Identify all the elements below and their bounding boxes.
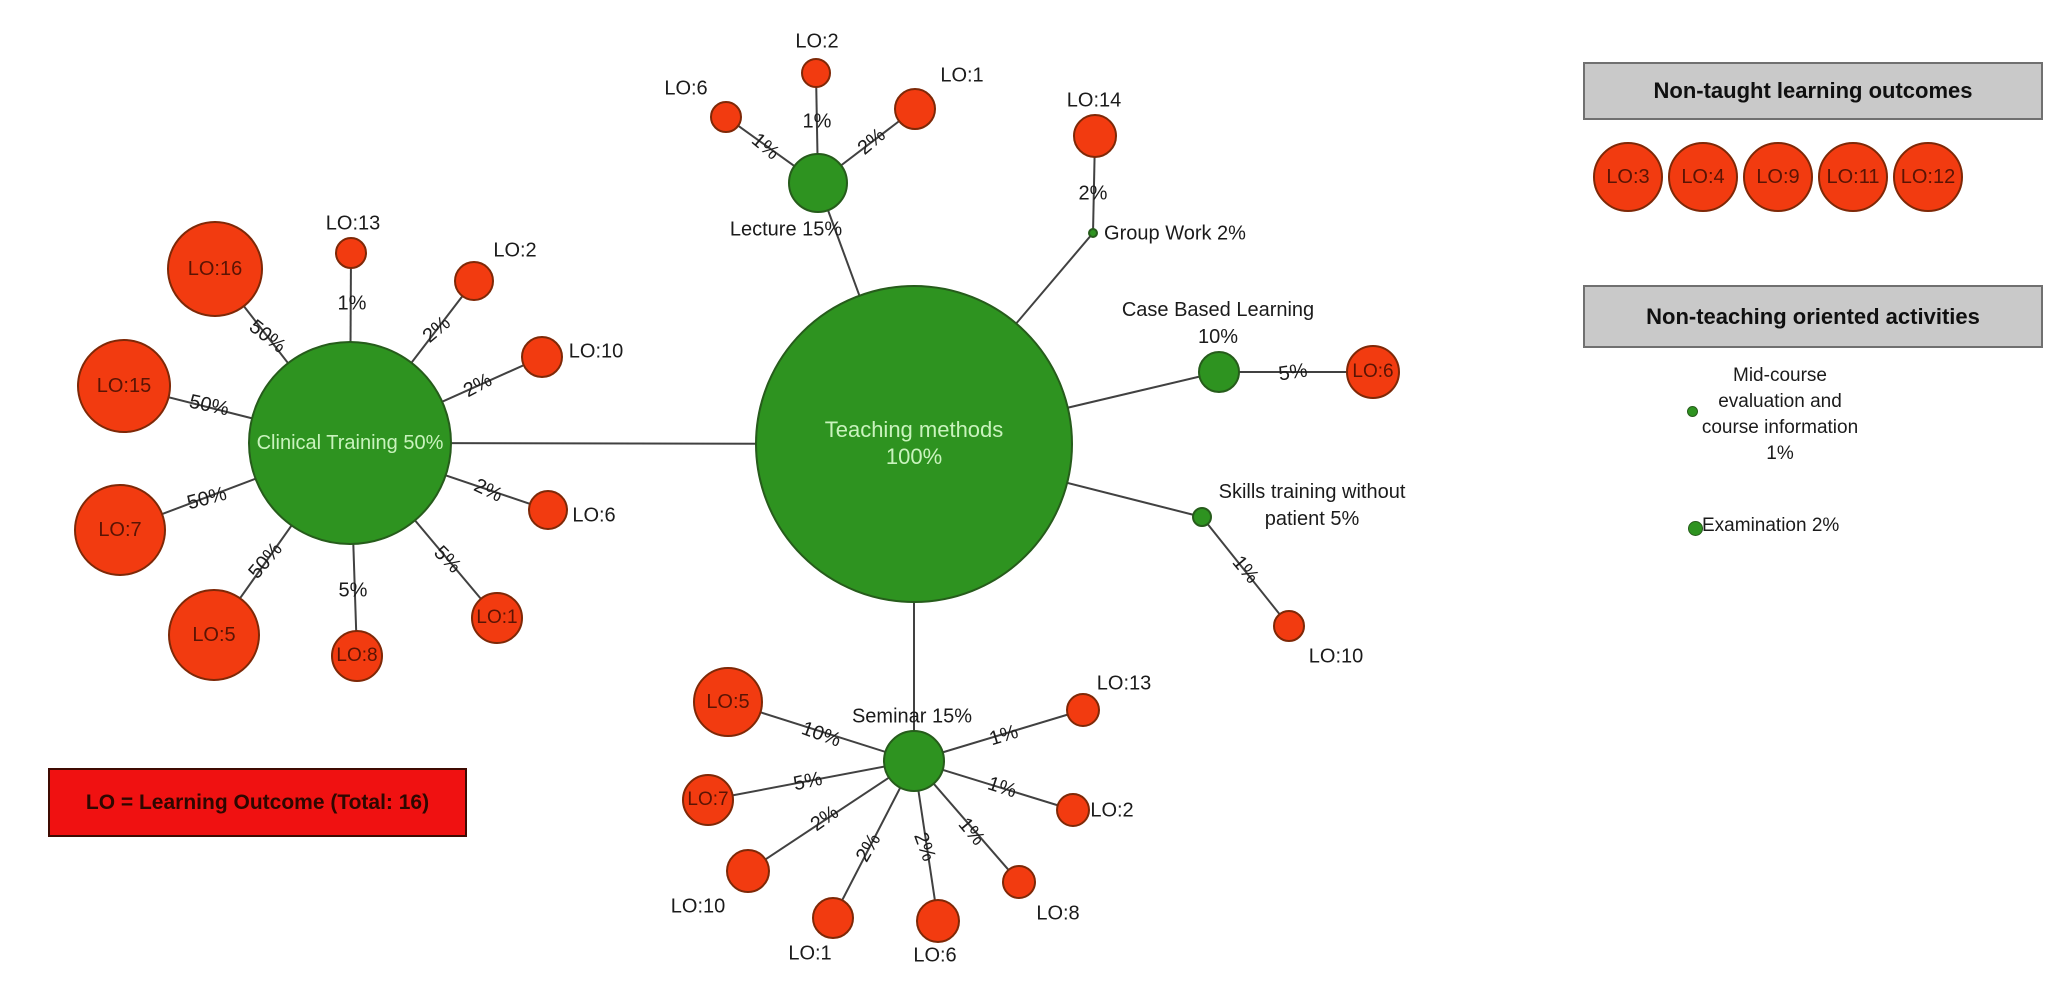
non-taught-outcome-label: LO:4 (1681, 165, 1725, 188)
node-label-lo7s: LO:7 (687, 789, 729, 810)
label-lo8s: LO:8 (1036, 902, 1080, 925)
node-cbl (1198, 351, 1240, 393)
non-taught-outcome-circle: LO:9 (1743, 142, 1813, 212)
label-lo1l: LO:1 (940, 64, 984, 87)
non-taught-legend-panel: Non-taught learning outcomes (1583, 62, 2043, 120)
node-lo15: LO:15 (77, 339, 171, 433)
edge-skills-lo10sk (1201, 516, 1290, 627)
non-taught-outcome-label: LO:9 (1756, 165, 1800, 188)
label-lo6l: LO:6 (664, 77, 708, 100)
node-label-teaching: Teaching methods 100% (824, 417, 1004, 469)
node-lo6cbl: LO:6 (1346, 345, 1400, 399)
non-taught-outcome-label: LO:12 (1900, 165, 1956, 188)
node-lo14 (1073, 114, 1117, 158)
node-lo10c (521, 336, 563, 378)
node-clinical: Clinical Training 50% (248, 341, 452, 545)
label-skills: Skills training without patient 5% (1218, 481, 1406, 530)
label-groupwork: Group Work 2% (1104, 222, 1246, 245)
node-lo1l (894, 88, 936, 130)
node-lo6l (710, 101, 742, 133)
label-lo2l: LO:2 (795, 30, 839, 53)
non-taught-outcome-circle: LO:11 (1818, 142, 1888, 212)
node-lo6s (916, 899, 960, 943)
node-lo2l (801, 58, 831, 88)
edge-seminar-lo10s (747, 760, 915, 872)
node-lo1s (812, 897, 854, 939)
non-teaching-legend-panel: Non-teaching oriented activities (1583, 285, 2043, 348)
label-lo10sk: LO:10 (1308, 645, 1364, 668)
node-lo10s (726, 849, 770, 893)
edge-percent-label-lecture-lo2l: 1% (802, 110, 832, 133)
node-label-lo5s: LO:5 (706, 690, 750, 713)
node-lo5s: LO:5 (693, 667, 763, 737)
node-lo16: LO:16 (167, 221, 263, 317)
non-taught-outcome-circle: LO:12 (1893, 142, 1963, 212)
edge-percent-label-cbl-lo6cbl: 5% (1277, 359, 1309, 386)
lo-abbreviation-note-text: LO = Learning Outcome (Total: 16) (85, 790, 430, 814)
non-taught-outcome-label: LO:11 (1826, 165, 1880, 188)
node-groupwork (1088, 228, 1098, 238)
edge-seminar-lo7s (707, 760, 915, 801)
mid-course-dot-icon (1687, 406, 1698, 417)
label-cbl: Case Based Learning 10% (1121, 299, 1315, 348)
node-label-lo8c: LO:8 (336, 645, 378, 666)
node-lo2s (1056, 793, 1090, 827)
node-skills (1192, 507, 1212, 527)
label-lo10s: LO:10 (670, 895, 726, 918)
non-taught-outcome-label: LO:3 (1606, 165, 1650, 188)
node-lo7c: LO:7 (74, 484, 166, 576)
label-lo6c: LO:6 (572, 504, 616, 527)
edge-percent-label-clinical-lo13c: 1% (337, 292, 367, 315)
node-lo13s (1066, 693, 1100, 727)
node-label-lo16: LO:16 (187, 257, 243, 280)
node-lo8s (1002, 865, 1036, 899)
non-taught-outcome-circle: LO:3 (1593, 142, 1663, 212)
node-lo5c: LO:5 (168, 589, 260, 681)
label-seminar: Seminar 15% (851, 705, 973, 728)
label-lo6s: LO:6 (913, 944, 957, 967)
lo-abbreviation-note: LO = Learning Outcome (Total: 16) (48, 768, 467, 837)
node-label-lo15: LO:15 (96, 374, 152, 397)
node-lo8c: LO:8 (331, 630, 383, 682)
mid-course-evaluation-label: Mid-course evaluation and course informa… (1701, 365, 1859, 464)
label-lo14: LO:14 (1066, 89, 1122, 112)
node-label-lo1c: LO:1 (476, 607, 518, 628)
label-lo10c: LO:10 (568, 340, 624, 363)
node-lo1c: LO:1 (471, 592, 523, 644)
edge-percent-label-clinical-lo8c: 5% (338, 579, 368, 602)
node-teaching: Teaching methods 100% (755, 285, 1073, 603)
label-lo1s: LO:1 (788, 942, 832, 965)
label-lecture: Lecture 15% (729, 218, 843, 241)
node-label-clinical: Clinical Training 50% (256, 431, 444, 454)
node-lo6c (528, 490, 568, 530)
non-taught-outcomes-row: LO:3 LO:4 LO:9 LO:11 LO:12 (1593, 142, 1963, 212)
examination-dot-icon (1688, 521, 1703, 536)
non-teaching-legend-title: Non-teaching oriented activities (1646, 303, 1980, 329)
node-label-lo6cbl: LO:6 (1352, 361, 1394, 382)
node-lo10sk (1273, 610, 1305, 642)
label-lo13c: LO:13 (325, 212, 381, 235)
node-seminar (883, 730, 945, 792)
node-lo13c (335, 237, 367, 269)
node-label-lo5c: LO:5 (192, 623, 236, 646)
node-lo2c (454, 261, 494, 301)
label-lo13s: LO:13 (1096, 672, 1152, 695)
non-taught-legend-title: Non-taught learning outcomes (1653, 78, 1973, 103)
edge-percent-label-groupwork-lo14: 2% (1078, 182, 1108, 205)
node-label-lo7c: LO:7 (98, 518, 142, 541)
examination-label: Examination 2% (1702, 515, 1840, 536)
non-taught-outcome-circle: LO:4 (1668, 142, 1738, 212)
node-lo7s: LO:7 (682, 774, 734, 826)
label-lo2s: LO:2 (1090, 799, 1134, 822)
label-lo2c: LO:2 (493, 239, 537, 262)
node-lecture (788, 153, 848, 213)
